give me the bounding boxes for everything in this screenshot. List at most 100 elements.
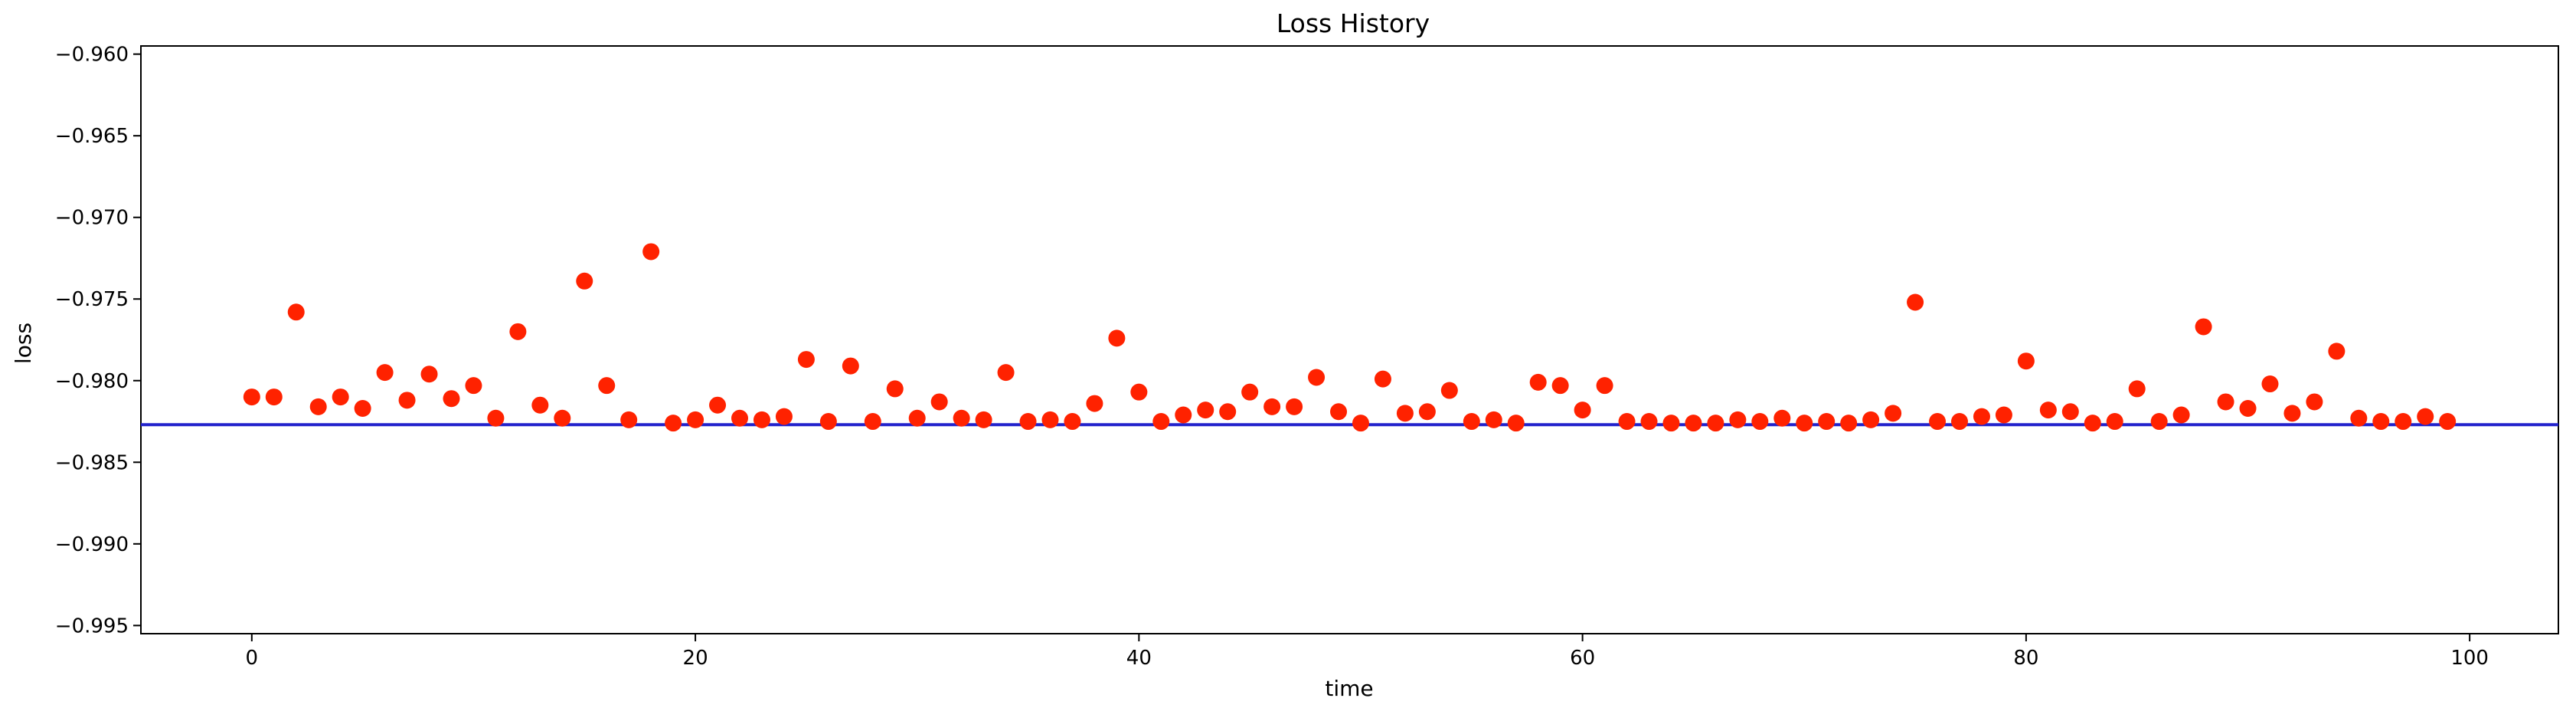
x-axis: 0 20 40 60 80 100 — [246, 634, 2489, 670]
data-point — [554, 409, 571, 427]
data-point — [1041, 411, 1059, 428]
data-point — [1818, 413, 1836, 431]
data-point — [1551, 377, 1569, 395]
data-point — [1463, 413, 1480, 431]
data-point — [1729, 411, 1747, 428]
data-point — [1418, 403, 1436, 421]
data-point — [797, 351, 815, 369]
data-point — [1751, 413, 1769, 431]
data-point — [509, 323, 527, 340]
data-point — [1973, 408, 1990, 425]
data-point — [1241, 383, 1259, 401]
data-point — [953, 409, 970, 427]
data-point — [864, 413, 881, 431]
data-point — [775, 408, 793, 425]
data-point — [975, 411, 992, 428]
data-point — [1950, 413, 1968, 431]
data-points — [243, 243, 2457, 432]
data-point — [598, 377, 616, 395]
data-point — [1885, 405, 1902, 422]
data-point — [1840, 415, 1858, 432]
data-point — [1995, 406, 2012, 424]
data-point — [665, 415, 682, 432]
data-point — [487, 409, 505, 427]
data-point — [687, 411, 704, 428]
data-point — [620, 411, 638, 428]
data-point — [376, 364, 394, 382]
data-point — [1130, 383, 1148, 401]
data-point — [1685, 415, 1702, 432]
data-point — [1929, 413, 1947, 431]
data-point — [1352, 415, 1369, 432]
data-point — [1529, 373, 1547, 391]
data-point — [2150, 413, 2168, 431]
data-point — [1396, 405, 1414, 422]
x-tick-label: 60 — [1570, 647, 1595, 670]
y-axis-label: loss — [11, 323, 36, 364]
data-point — [709, 396, 727, 414]
data-point — [819, 413, 837, 431]
data-point — [1862, 411, 1880, 428]
data-point — [1507, 415, 1525, 432]
data-point — [354, 399, 371, 417]
y-tick-label: −0.990 — [55, 533, 129, 556]
data-point — [420, 365, 438, 383]
x-tick-label: 40 — [1126, 647, 1152, 670]
data-point — [1330, 403, 1348, 421]
data-point — [443, 390, 460, 408]
data-point — [1219, 403, 1237, 421]
data-point — [908, 409, 926, 427]
data-point — [1019, 413, 1037, 431]
data-point — [1175, 406, 1192, 424]
data-point — [398, 392, 416, 409]
data-point — [531, 396, 549, 414]
data-point — [2372, 413, 2390, 431]
data-point — [2395, 413, 2412, 431]
data-point — [1108, 329, 1126, 347]
data-point — [1286, 398, 1303, 415]
data-point — [1197, 402, 1214, 419]
data-point — [930, 393, 948, 411]
data-point — [1618, 413, 1636, 431]
plot-frame — [140, 45, 2559, 634]
data-point — [1640, 413, 1658, 431]
y-tick-label: −0.960 — [55, 44, 129, 67]
y-tick-label: −0.970 — [55, 207, 129, 230]
data-point — [731, 409, 749, 427]
data-point — [2306, 393, 2323, 411]
data-point — [465, 377, 482, 395]
y-tick-label: −0.965 — [55, 125, 129, 148]
data-point — [1308, 369, 1326, 386]
data-point — [243, 388, 260, 406]
x-tick-label: 80 — [2013, 647, 2038, 670]
data-point — [2239, 399, 2257, 417]
data-point — [1263, 398, 1281, 415]
data-point — [753, 411, 770, 428]
y-tick-label: −0.995 — [55, 615, 129, 638]
data-point — [842, 357, 859, 375]
data-point — [886, 380, 904, 398]
data-point — [2217, 393, 2234, 411]
data-point — [576, 272, 593, 290]
data-point — [2350, 409, 2368, 427]
data-point — [2128, 380, 2146, 398]
data-point — [1485, 411, 1502, 428]
data-point — [1662, 415, 1680, 432]
data-point — [1152, 413, 1170, 431]
data-point — [2328, 343, 2346, 360]
data-point — [1796, 415, 1813, 432]
data-point — [2417, 408, 2434, 425]
data-point — [1773, 409, 1791, 427]
data-point — [1574, 402, 1591, 419]
y-tick-label: −0.985 — [55, 451, 129, 474]
data-point — [1086, 395, 1103, 412]
data-point — [2017, 352, 2035, 370]
data-point — [642, 243, 660, 261]
data-point — [1707, 415, 1724, 432]
data-point — [332, 388, 349, 406]
data-point — [2061, 403, 2079, 421]
data-point — [2106, 413, 2123, 431]
data-point — [2261, 375, 2279, 393]
x-tick-label: 0 — [246, 647, 259, 670]
